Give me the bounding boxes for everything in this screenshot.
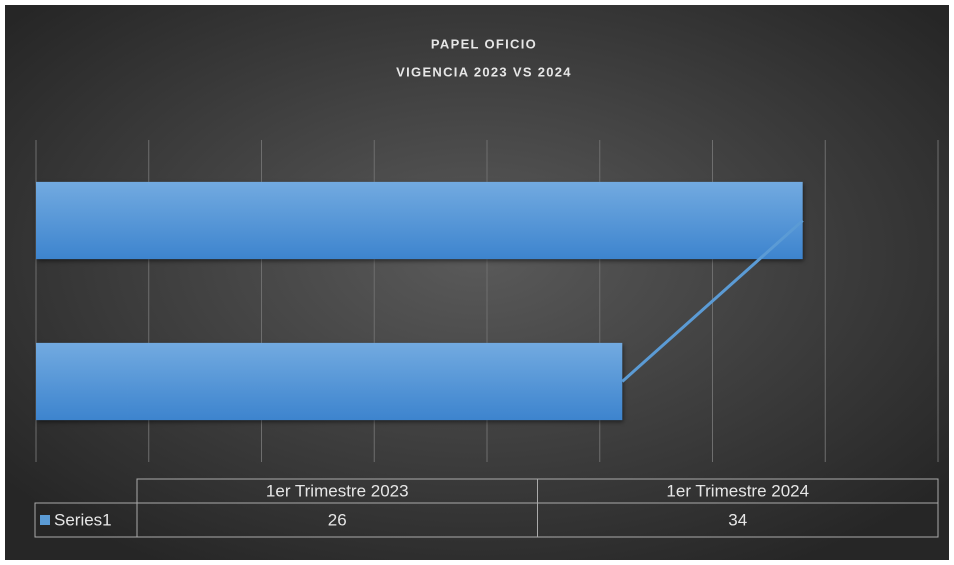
table-category: 1er Trimestre 2024	[666, 481, 809, 500]
legend-label: Series1	[54, 510, 112, 529]
chart-title: PAPEL OFICIO	[431, 36, 537, 51]
chart-subtitle: VIGENCIA 2023 VS 2024	[396, 64, 572, 79]
table-value: 34	[728, 510, 747, 529]
chart-area	[5, 5, 949, 560]
table-value: 26	[328, 510, 347, 529]
table-category: 1er Trimestre 2023	[266, 481, 409, 500]
legend-key	[40, 515, 50, 525]
bar	[36, 181, 803, 260]
bar	[36, 342, 623, 421]
series-line	[621, 219, 804, 383]
table-row-border	[34, 502, 939, 538]
